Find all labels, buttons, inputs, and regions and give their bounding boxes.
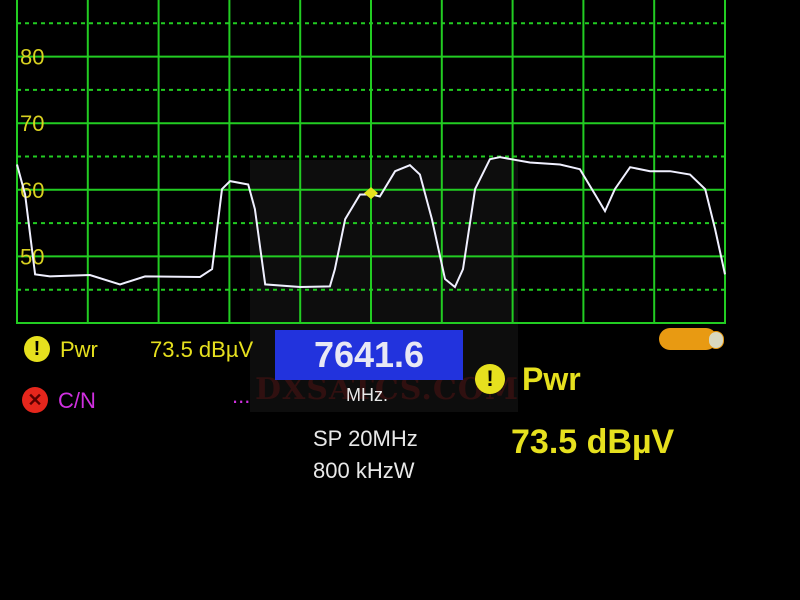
y-tick-labels: 5060708090 xyxy=(20,0,44,269)
grid xyxy=(16,0,726,324)
spectrum-trace xyxy=(16,156,726,289)
battery-terminal xyxy=(708,331,724,349)
warning-icon: ! xyxy=(475,364,505,394)
frequency-marker xyxy=(364,187,378,200)
frequency-unit: MHz. xyxy=(346,385,388,405)
error-x-icon: ✕ xyxy=(22,387,48,413)
y-tick-label: 70 xyxy=(20,111,44,136)
rbw-value: 800 kHzW xyxy=(313,458,415,483)
spectrum-plot: 5060708090 xyxy=(16,0,726,324)
warning-icon: ! xyxy=(24,336,50,362)
cn-value: ... xyxy=(232,383,251,408)
battery-icon xyxy=(659,328,717,350)
pwr-label: Pwr xyxy=(60,337,98,362)
pwr-value: 73.5 dBµV xyxy=(150,337,254,362)
y-tick-label: 90 xyxy=(20,0,44,3)
big-pwr-label: Pwr xyxy=(522,361,581,397)
big-pwr-value: 73.5 dBµV xyxy=(511,423,675,461)
frequency-display[interactable]: 7641.6 xyxy=(275,330,463,380)
cn-label: C/N xyxy=(58,388,96,413)
span-value: SP 20MHz xyxy=(313,426,418,451)
y-tick-label: 80 xyxy=(20,45,44,70)
